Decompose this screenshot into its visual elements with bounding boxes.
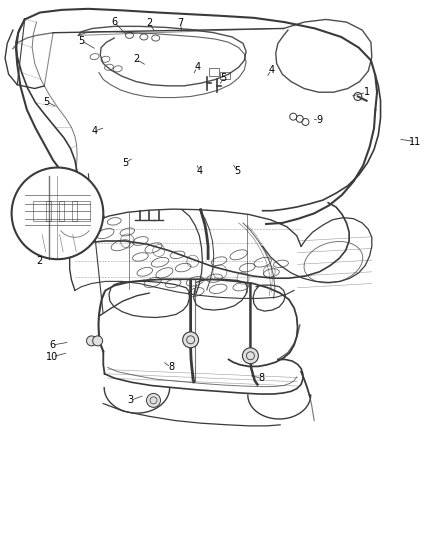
Text: 2: 2 bbox=[36, 256, 42, 266]
Bar bbox=[72, 201, 90, 221]
Bar bbox=[46, 201, 64, 221]
Text: 5: 5 bbox=[122, 158, 128, 168]
Bar bbox=[32, 201, 50, 221]
Text: 5: 5 bbox=[234, 166, 240, 176]
Text: 4: 4 bbox=[268, 65, 275, 75]
Bar bbox=[59, 201, 77, 221]
Circle shape bbox=[243, 348, 258, 364]
Bar bbox=[209, 68, 219, 76]
Text: 11: 11 bbox=[410, 136, 422, 147]
Text: 5: 5 bbox=[43, 97, 49, 107]
Circle shape bbox=[183, 332, 198, 348]
Text: 2: 2 bbox=[133, 54, 139, 64]
Text: 10: 10 bbox=[46, 352, 58, 362]
Text: 4: 4 bbox=[194, 62, 200, 72]
Text: 1: 1 bbox=[364, 87, 370, 97]
Circle shape bbox=[87, 336, 96, 346]
Bar bbox=[220, 71, 230, 79]
Text: 3: 3 bbox=[128, 395, 134, 406]
Text: 6: 6 bbox=[111, 17, 117, 27]
Text: 5: 5 bbox=[220, 73, 226, 83]
Circle shape bbox=[93, 336, 102, 346]
Text: 5: 5 bbox=[78, 36, 85, 46]
Circle shape bbox=[12, 167, 103, 259]
Text: 7: 7 bbox=[177, 18, 184, 28]
Text: 6: 6 bbox=[49, 340, 55, 350]
Text: 4: 4 bbox=[196, 166, 202, 176]
Text: 2: 2 bbox=[146, 18, 152, 28]
Text: 8: 8 bbox=[259, 373, 265, 383]
Text: 4: 4 bbox=[92, 126, 98, 136]
Text: 8: 8 bbox=[168, 362, 174, 373]
Circle shape bbox=[147, 393, 160, 407]
Text: 9: 9 bbox=[316, 115, 322, 125]
